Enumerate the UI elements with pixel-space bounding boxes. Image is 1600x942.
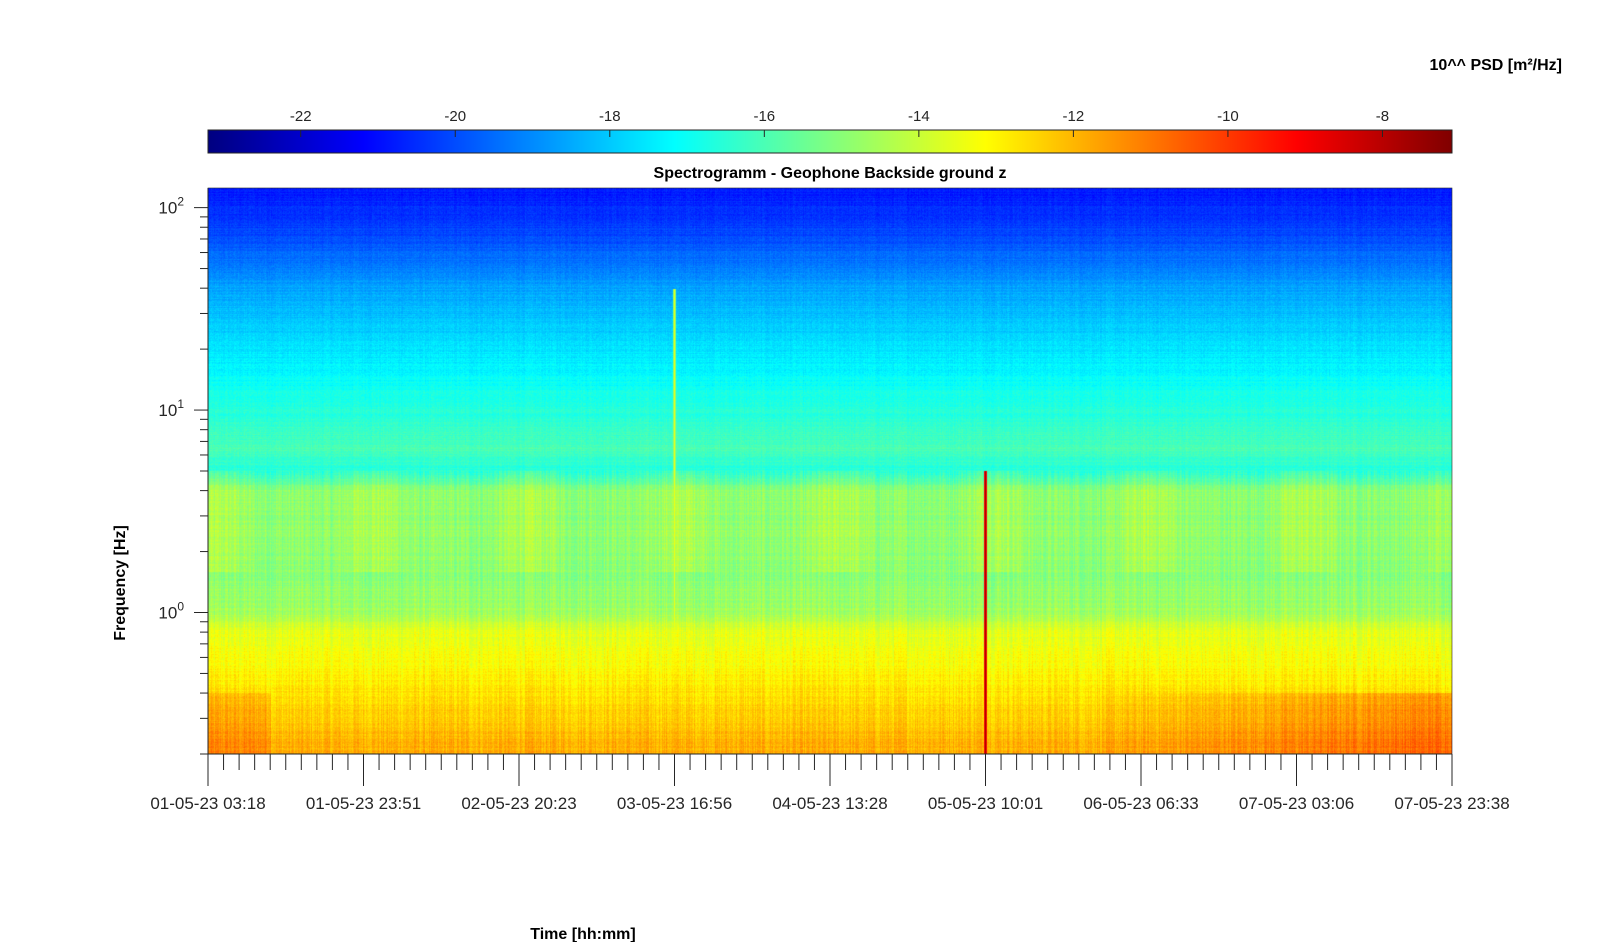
- x-tick-label: 04-05-23 13:28: [772, 794, 887, 813]
- colorbar-frame: [207, 129, 1453, 154]
- colorbar-tick-label: -14: [908, 108, 930, 125]
- colorbar-tick-label: -18: [599, 108, 621, 125]
- x-tick-label: 01-05-23 23:51: [306, 794, 421, 813]
- y-tick-label: 101: [158, 397, 184, 420]
- x-axis-label: Time [hh:mm]: [530, 926, 635, 942]
- x-tick-label: 07-05-23 23:38: [1394, 794, 1509, 813]
- x-tick-label: 01-05-23 03:18: [150, 794, 265, 813]
- colorbar-label: 10^^ PSD [m²/Hz]: [1430, 57, 1562, 74]
- colorbar-tick-label: -22: [290, 108, 312, 125]
- colorbar-ticks: -22 -20 -18 -16 -14 -12 -10 -8: [290, 108, 1389, 137]
- spectrogram-heatmap: [208, 188, 1452, 754]
- x-tick-label: 03-05-23 16:56: [617, 794, 732, 813]
- colorbar-tick-label: -10: [1217, 108, 1239, 125]
- x-tick-label: 02-05-23 20:23: [461, 794, 576, 813]
- y-tick-label: 100: [158, 600, 184, 623]
- plot-area: [207, 187, 1453, 755]
- y-axis: 100 101 102: [158, 188, 209, 755]
- x-tick-label: 06-05-23 06:33: [1083, 794, 1198, 813]
- colorbar-scale: [208, 130, 1452, 153]
- y-tick-label: 102: [158, 195, 184, 218]
- colorbar-tick-label: -20: [444, 108, 466, 125]
- x-axis: 01-05-23 03:18 01-05-23 23:51 02-05-23 20:…: [150, 753, 1510, 813]
- x-tick-label: 05-05-23 10:01: [928, 794, 1043, 813]
- y-axis-label: Frequency [Hz]: [112, 525, 129, 641]
- colorbar-tick-label: -12: [1063, 108, 1085, 125]
- x-tick-label: 07-05-23 03:06: [1239, 794, 1354, 813]
- colorbar-tick-label: -8: [1376, 108, 1389, 125]
- colorbar: -22 -20 -18 -16 -14 -12 -10 -8: [207, 108, 1453, 154]
- colorbar-tick-label: -16: [753, 108, 775, 125]
- chart-title: Spectrogramm - Geophone Backside ground …: [654, 165, 1007, 182]
